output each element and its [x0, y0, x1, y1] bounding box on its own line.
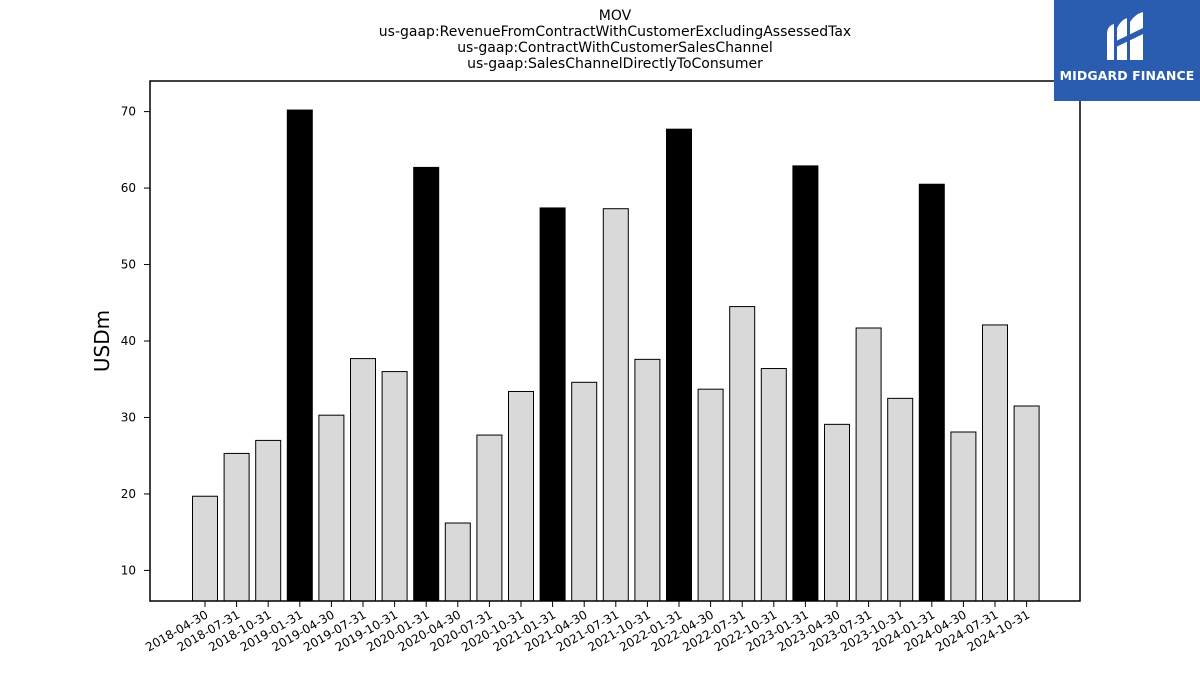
bars-group — [192, 109, 1040, 602]
bar — [666, 128, 692, 602]
x-axis: 2018-04-302018-07-312018-10-312019-01-31… — [143, 601, 1032, 654]
bar — [760, 368, 787, 602]
bar — [413, 166, 440, 602]
brand-logo: MIDGARD FINANCE — [1054, 0, 1200, 101]
bar — [476, 434, 503, 602]
bar — [223, 452, 250, 602]
bar — [824, 423, 850, 602]
bar — [697, 388, 724, 602]
bar — [350, 358, 376, 602]
chart-title: MOVus-gaap:RevenueFromContractWithCustom… — [379, 8, 851, 72]
bar — [855, 327, 882, 602]
bar — [1013, 405, 1040, 602]
y-tick-label: 10 — [121, 563, 136, 577]
bar — [950, 431, 977, 602]
chart-title-line: us-gaap:ContractWithCustomerSalesChannel — [457, 40, 773, 56]
bar — [918, 183, 945, 602]
bar — [286, 109, 313, 602]
y-tick-label: 70 — [121, 105, 136, 119]
midgard-logo-icon — [1107, 12, 1143, 60]
bar — [539, 207, 566, 602]
y-tick-label: 60 — [121, 181, 136, 195]
bar — [602, 208, 629, 602]
bar — [255, 439, 282, 602]
chart-title-line: us-gaap:RevenueFromContractWithCustomerE… — [379, 24, 851, 40]
chart-title-line: MOV — [599, 8, 632, 24]
y-tick-label: 30 — [121, 410, 136, 424]
bar — [508, 390, 534, 602]
y-axis-label: USDm — [90, 310, 114, 372]
y-tick-label: 20 — [121, 487, 136, 501]
bar — [571, 381, 598, 602]
chart-title-line: us-gaap:SalesChannelDirectlyToConsumer — [467, 56, 763, 72]
bar — [318, 414, 345, 602]
bar — [192, 495, 218, 602]
bar — [634, 358, 661, 602]
bar — [381, 371, 408, 602]
brand-name: MIDGARD FINANCE — [1059, 68, 1195, 83]
bar — [982, 324, 1008, 602]
bar — [887, 397, 914, 602]
bar — [444, 522, 471, 602]
y-axis: 10 20 30 40 50 60 70 — [121, 105, 150, 577]
bar — [792, 165, 819, 602]
y-tick-label: 40 — [121, 334, 136, 348]
y-tick-label: 50 — [121, 258, 136, 272]
bar — [729, 306, 756, 602]
